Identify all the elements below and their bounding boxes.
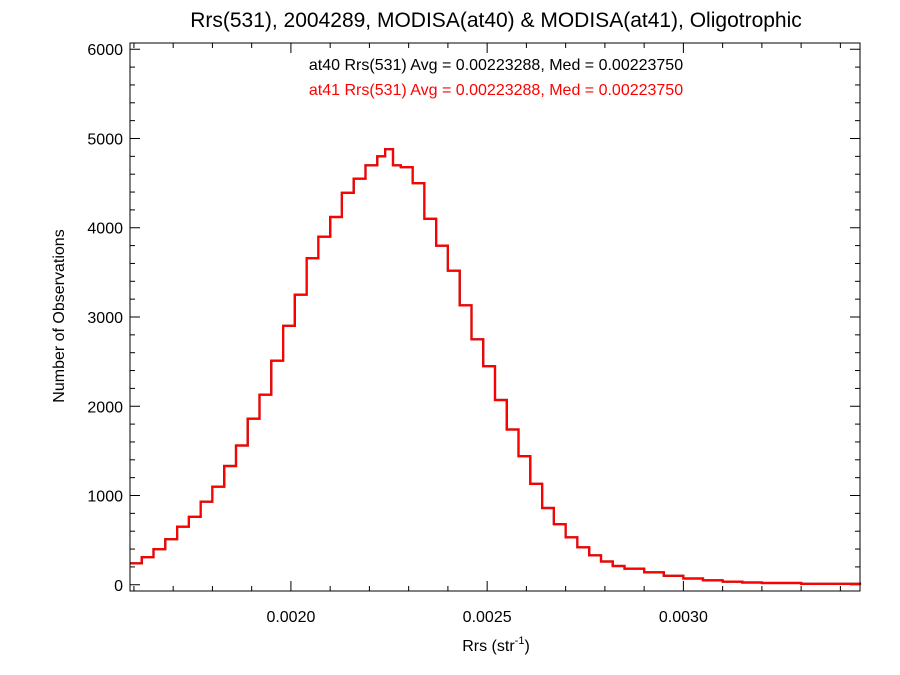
y-tick-label: 3000 (87, 310, 123, 327)
series-layer (130, 148, 862, 585)
plot-frame (129, 42, 861, 592)
y-axis-title: Number of Observations (51, 229, 68, 402)
y-axis: 0 1000 2000 3000 4000 5000 6000 (87, 42, 860, 595)
x-tick-label: 0.0030 (659, 609, 708, 626)
y-tick-label: 2000 (87, 399, 123, 416)
x-axis-title-tail: ) (524, 638, 529, 655)
y-tick-label: 4000 (87, 221, 123, 238)
y-tick-label: 1000 (87, 489, 123, 506)
chart-title: Rrs(531), 2004289, MODISA(at40) & MODISA… (190, 9, 802, 32)
x-axis-title: Rrs (str-1) (462, 635, 530, 655)
annotation-at40: at40 Rrs(531) Avg = 0.00223288, Med = 0.… (309, 57, 683, 74)
x-axis: 0.0020 0.0025 0.0030 (133, 43, 841, 626)
annotation-at41: at41 Rrs(531) Avg = 0.00223288, Med = 0.… (309, 82, 683, 99)
y-tick-label: 0 (114, 578, 123, 595)
y-tick-label: 5000 (87, 131, 123, 148)
x-tick-label: 0.0025 (463, 609, 512, 626)
y-tick-label: 6000 (87, 42, 123, 59)
x-axis-title-superscript: -1 (515, 635, 525, 647)
x-axis-title-main: Rrs (str (462, 638, 515, 655)
series-at41-line (130, 148, 862, 585)
x-tick-label: 0.0020 (266, 609, 315, 626)
